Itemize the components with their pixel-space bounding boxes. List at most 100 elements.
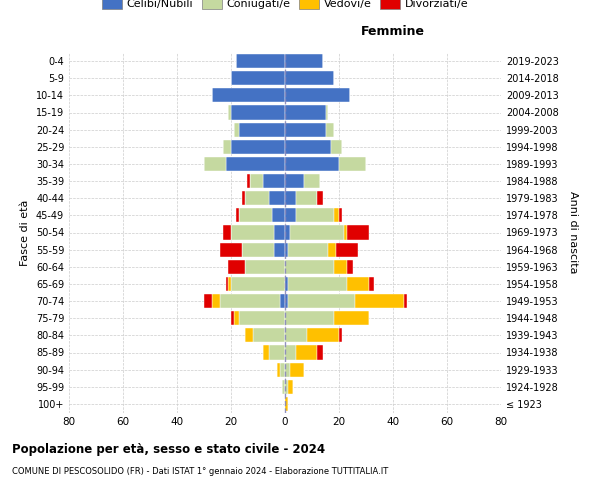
Text: Femmine: Femmine xyxy=(361,25,425,38)
Bar xyxy=(277,362,280,376)
Bar xyxy=(339,157,366,171)
Bar xyxy=(285,140,331,154)
Bar xyxy=(245,260,285,274)
Y-axis label: Anni di nascita: Anni di nascita xyxy=(568,191,578,274)
Bar xyxy=(204,294,212,308)
Bar xyxy=(274,226,285,239)
Bar xyxy=(285,346,296,360)
Bar xyxy=(239,311,285,325)
Bar xyxy=(288,242,328,256)
Bar xyxy=(288,277,347,291)
Bar xyxy=(317,346,323,360)
Bar xyxy=(334,208,339,222)
Bar xyxy=(285,380,288,394)
Bar xyxy=(296,346,317,360)
Bar xyxy=(339,328,342,342)
Bar xyxy=(285,277,288,291)
Bar xyxy=(331,140,342,154)
Bar xyxy=(285,157,339,171)
Bar xyxy=(285,191,296,205)
Bar xyxy=(404,294,407,308)
Y-axis label: Fasce di età: Fasce di età xyxy=(20,200,30,266)
Bar xyxy=(234,311,239,325)
Bar xyxy=(288,294,355,308)
Bar xyxy=(285,260,334,274)
Bar xyxy=(339,208,342,222)
Bar xyxy=(334,311,369,325)
Bar xyxy=(250,174,263,188)
Bar xyxy=(290,362,304,376)
Bar xyxy=(285,174,304,188)
Bar xyxy=(242,191,245,205)
Bar xyxy=(285,88,350,102)
Bar xyxy=(288,380,293,394)
Bar xyxy=(325,106,328,120)
Bar xyxy=(223,140,231,154)
Bar xyxy=(317,191,323,205)
Bar xyxy=(337,242,358,256)
Bar xyxy=(290,226,344,239)
Bar xyxy=(285,54,323,68)
Bar xyxy=(285,311,334,325)
Bar xyxy=(234,122,239,136)
Bar xyxy=(236,54,285,68)
Bar xyxy=(204,157,226,171)
Bar xyxy=(285,226,290,239)
Bar xyxy=(271,208,285,222)
Bar xyxy=(347,226,369,239)
Bar xyxy=(269,191,285,205)
Bar xyxy=(285,397,288,411)
Text: Popolazione per età, sesso e stato civile - 2024: Popolazione per età, sesso e stato civil… xyxy=(12,442,325,456)
Bar xyxy=(369,277,374,291)
Bar xyxy=(334,260,347,274)
Bar xyxy=(212,88,285,102)
Bar xyxy=(269,346,285,360)
Bar xyxy=(263,346,269,360)
Bar xyxy=(247,174,250,188)
Bar xyxy=(253,328,285,342)
Bar xyxy=(296,191,317,205)
Bar xyxy=(231,106,285,120)
Bar xyxy=(242,242,274,256)
Bar xyxy=(285,106,325,120)
Bar xyxy=(245,328,253,342)
Bar xyxy=(226,157,285,171)
Bar xyxy=(274,242,285,256)
Bar xyxy=(285,122,325,136)
Bar xyxy=(239,208,271,222)
Bar xyxy=(285,71,334,85)
Bar xyxy=(285,362,290,376)
Bar xyxy=(280,362,285,376)
Bar xyxy=(280,294,285,308)
Bar xyxy=(245,191,269,205)
Bar xyxy=(231,311,234,325)
Text: COMUNE DI PESCOSOLIDO (FR) - Dati ISTAT 1° gennaio 2024 - Elaborazione TUTTITALI: COMUNE DI PESCOSOLIDO (FR) - Dati ISTAT … xyxy=(12,468,388,476)
Bar xyxy=(231,140,285,154)
Bar xyxy=(236,208,239,222)
Bar xyxy=(283,380,285,394)
Bar xyxy=(239,122,285,136)
Bar xyxy=(231,277,285,291)
Bar xyxy=(212,294,220,308)
Bar xyxy=(285,208,296,222)
Bar xyxy=(285,328,307,342)
Bar xyxy=(347,277,369,291)
Bar xyxy=(347,260,353,274)
Bar xyxy=(220,242,242,256)
Bar xyxy=(296,208,334,222)
Bar xyxy=(285,242,288,256)
Bar xyxy=(285,294,288,308)
Bar xyxy=(229,106,231,120)
Bar xyxy=(263,174,285,188)
Bar xyxy=(229,260,245,274)
Bar xyxy=(226,277,228,291)
Bar xyxy=(229,277,231,291)
Bar xyxy=(328,242,337,256)
Bar xyxy=(344,226,347,239)
Bar xyxy=(304,174,320,188)
Bar xyxy=(223,226,231,239)
Bar xyxy=(325,122,334,136)
Bar xyxy=(231,226,274,239)
Bar xyxy=(355,294,404,308)
Legend: Celibi/Nubili, Coniugati/e, Vedovi/e, Divorziati/e: Celibi/Nubili, Coniugati/e, Vedovi/e, Di… xyxy=(97,0,473,14)
